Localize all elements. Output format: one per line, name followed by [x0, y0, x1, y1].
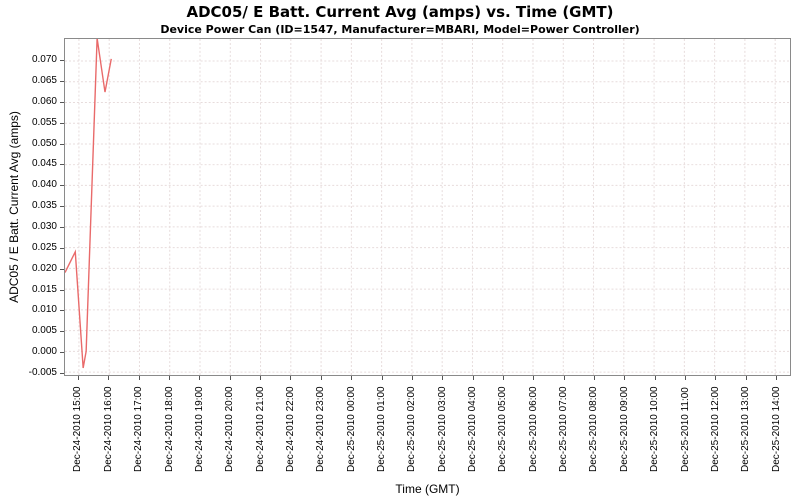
- x-tick-label: Dec-25-2010 11:00: [679, 387, 691, 472]
- x-tick-label: Dec-24-2010 19:00: [193, 386, 205, 472]
- x-tick-label: Dec-24-2010 23:00: [315, 386, 327, 472]
- x-tick-mark: [260, 376, 262, 380]
- x-tick-mark: [229, 376, 231, 380]
- x-tick-mark: [138, 376, 140, 380]
- x-tick-mark: [411, 376, 413, 380]
- y-tick-label: 0.065: [31, 74, 57, 86]
- y-tick-mark: [60, 227, 64, 229]
- x-axis-title: Time (GMT): [395, 482, 460, 496]
- x-tick-label: Dec-25-2010 13:00: [740, 386, 752, 472]
- y-tick-mark: [60, 185, 64, 187]
- y-tick-label: 0.015: [31, 283, 57, 295]
- x-tick-label: Dec-24-2010 16:00: [102, 386, 114, 472]
- x-tick-label: Dec-25-2010 10:00: [649, 386, 661, 472]
- x-tick-mark: [199, 376, 201, 380]
- x-tick-mark: [472, 376, 474, 380]
- y-tick-label: 0.025: [31, 241, 57, 253]
- y-tick-label: 0.050: [31, 137, 57, 149]
- line-chart-svg: [65, 39, 790, 375]
- y-tick-label: -0.005: [28, 367, 57, 379]
- x-tick-label: Dec-25-2010 06:00: [527, 386, 539, 472]
- y-tick-mark: [60, 331, 64, 333]
- x-tick-label: Dec-25-2010 08:00: [588, 386, 600, 472]
- x-tick-mark: [442, 376, 444, 380]
- y-tick-mark: [60, 247, 64, 249]
- x-tick-mark: [290, 376, 292, 380]
- y-tick-label: 0.060: [31, 95, 57, 107]
- x-tick-label: Dec-24-2010 17:00: [133, 386, 145, 472]
- x-tick-mark: [563, 376, 565, 380]
- x-tick-label: Dec-25-2010 02:00: [406, 386, 418, 472]
- y-tick-mark: [60, 122, 64, 124]
- y-tick-mark: [60, 289, 64, 291]
- chart-title: ADC05/ E Batt. Current Avg (amps) vs. Ti…: [186, 3, 614, 21]
- x-tick-mark: [715, 376, 717, 380]
- x-tick-label: Dec-24-2010 20:00: [224, 386, 236, 472]
- y-tick-label: 0.000: [31, 346, 57, 358]
- x-tick-mark: [108, 376, 110, 380]
- x-tick-label: Dec-25-2010 07:00: [558, 386, 570, 472]
- x-tick-mark: [593, 376, 595, 380]
- x-tick-mark: [169, 376, 171, 380]
- x-tick-mark: [77, 376, 79, 380]
- y-tick-mark: [60, 373, 64, 375]
- y-tick-label: 0.040: [31, 179, 57, 191]
- y-tick-mark: [60, 143, 64, 145]
- y-tick-label: 0.070: [31, 54, 57, 66]
- x-tick-label: Dec-24-2010 18:00: [163, 386, 175, 472]
- x-tick-label: Dec-25-2010 09:00: [618, 386, 630, 472]
- x-tick-mark: [381, 376, 383, 380]
- x-tick-label: Dec-24-2010 15:00: [72, 386, 84, 472]
- x-tick-mark: [533, 376, 535, 380]
- plot-area: [64, 38, 791, 376]
- y-tick-label: 0.045: [31, 158, 57, 170]
- y-tick-label: 0.030: [31, 221, 57, 233]
- x-tick-mark: [351, 376, 353, 380]
- x-tick-label: Dec-24-2010 21:00: [254, 386, 266, 472]
- y-tick-label: 0.020: [31, 262, 57, 274]
- x-tick-label: Dec-25-2010 12:00: [709, 386, 721, 472]
- y-tick-label: 0.035: [31, 200, 57, 212]
- x-tick-mark: [502, 376, 504, 380]
- x-tick-label: Dec-25-2010 04:00: [467, 386, 479, 472]
- y-tick-mark: [60, 101, 64, 103]
- y-tick-mark: [60, 352, 64, 354]
- x-tick-mark: [776, 376, 778, 380]
- y-tick-mark: [60, 206, 64, 208]
- y-tick-label: 0.010: [31, 304, 57, 316]
- x-tick-mark: [654, 376, 656, 380]
- x-tick-mark: [745, 376, 747, 380]
- y-tick-mark: [60, 164, 64, 166]
- x-tick-mark: [624, 376, 626, 380]
- y-tick-mark: [60, 268, 64, 270]
- x-tick-label: Dec-25-2010 14:00: [770, 386, 782, 472]
- series-line: [65, 39, 112, 369]
- x-tick-label: Dec-25-2010 00:00: [345, 386, 357, 472]
- y-tick-mark: [60, 80, 64, 82]
- x-tick-label: Dec-25-2010 01:00: [376, 386, 387, 472]
- x-tick-mark: [320, 376, 322, 380]
- chart-subtitle: Device Power Can (ID=1547, Manufacturer=…: [160, 23, 640, 36]
- y-tick-mark: [60, 60, 64, 62]
- y-tick-label: 0.055: [31, 116, 57, 128]
- y-tick-label: 0.005: [31, 325, 57, 337]
- x-tick-label: Dec-25-2010 05:00: [497, 386, 509, 472]
- y-tick-mark: [60, 310, 64, 312]
- x-tick-label: Dec-24-2010 22:00: [284, 386, 296, 472]
- x-tick-label: Dec-25-2010 03:00: [436, 386, 448, 472]
- x-tick-mark: [685, 376, 687, 380]
